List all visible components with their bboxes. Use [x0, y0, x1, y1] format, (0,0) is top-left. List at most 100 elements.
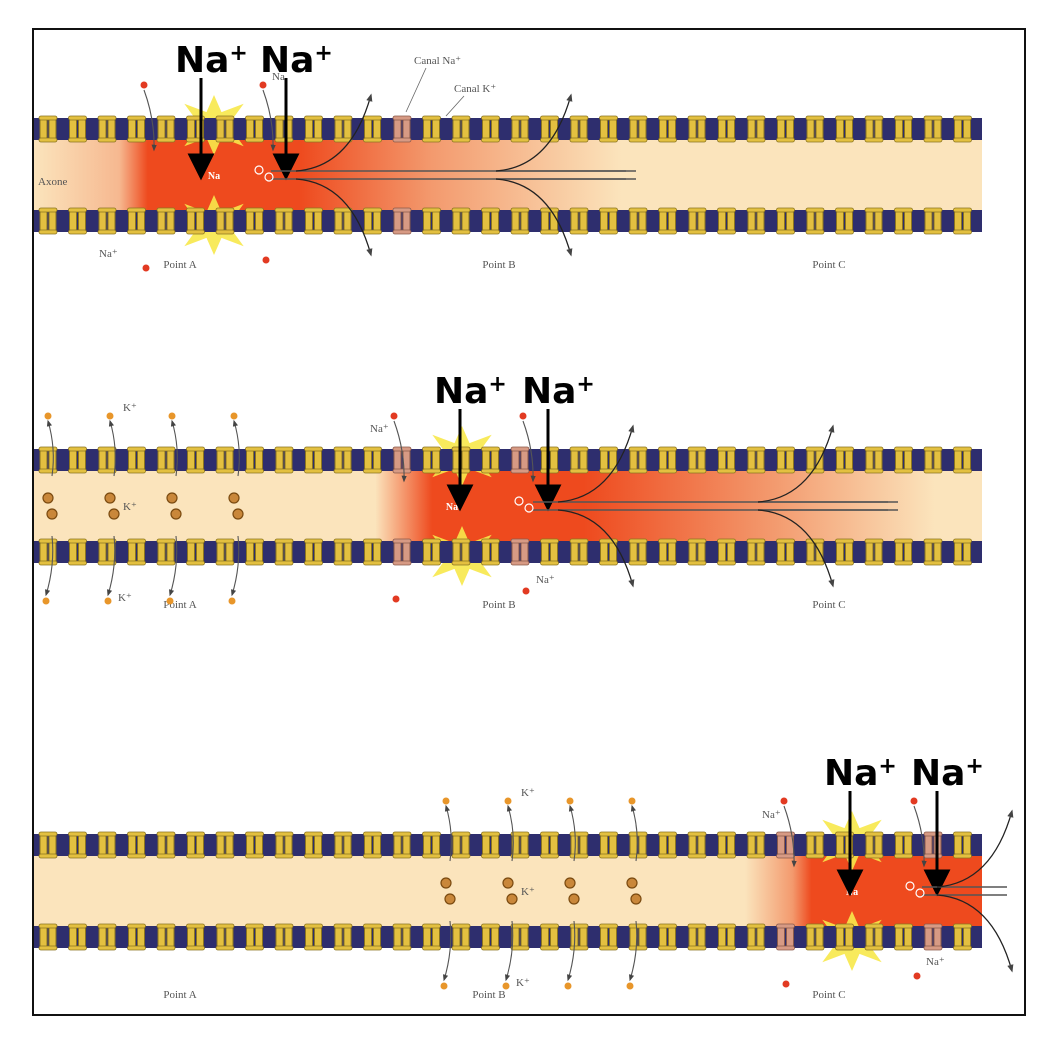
na-plus-label: Na+ — [911, 753, 984, 794]
k-channel-icon — [510, 923, 530, 951]
k-channel-icon — [923, 538, 943, 566]
lower-membrane — [34, 210, 982, 232]
inner-na-label: Na — [446, 502, 458, 513]
na-channel-icon — [923, 923, 943, 951]
k-channel-icon — [540, 831, 559, 859]
point-c-label: Point C — [812, 259, 845, 271]
k-channel-icon — [451, 923, 471, 951]
na-channel-icon — [776, 923, 795, 951]
k-channel-icon — [628, 831, 648, 859]
k-ion-inside — [108, 508, 120, 520]
k-ion-inside — [626, 877, 638, 889]
k-channel-icon — [68, 831, 87, 859]
k-channel-icon — [274, 446, 294, 474]
ion-flow-arrow — [567, 920, 576, 982]
k-channel-icon — [953, 923, 972, 951]
k-channel-icon — [245, 923, 264, 951]
k-channel-icon — [156, 207, 176, 235]
ion-flow-arrow — [630, 804, 638, 862]
k-ion-inside — [42, 492, 54, 504]
k-ion-inside — [46, 508, 58, 520]
point-a-label: Point A — [163, 259, 196, 271]
k-ion — [628, 797, 636, 805]
k-channel-icon — [68, 923, 87, 951]
k-channel-icon — [805, 538, 825, 566]
k-channel-icon — [422, 446, 441, 474]
na-ion — [910, 797, 918, 805]
k-channel-icon — [127, 446, 146, 474]
k-channel-icon — [363, 446, 382, 474]
k-channel-icon — [333, 923, 353, 951]
k-channel-icon — [333, 207, 353, 235]
k-channel-icon — [156, 831, 176, 859]
k-channel-icon — [363, 538, 382, 566]
k-channel-icon — [687, 538, 707, 566]
na-channel-icon — [510, 446, 530, 474]
k-channel-icon — [776, 538, 795, 566]
k-channel-icon — [599, 207, 618, 235]
upper-membrane — [34, 449, 982, 471]
k-channel-icon — [274, 923, 294, 951]
na-channel-icon — [392, 538, 412, 566]
point-a-label: Point A — [163, 989, 196, 1001]
k-ion-inside — [630, 893, 642, 905]
k-plus-label: K⁺ — [123, 402, 137, 414]
k-channel-icon — [864, 207, 884, 235]
k-channel-icon — [363, 923, 382, 951]
canal-k-leader — [445, 95, 465, 117]
k-channel-icon — [333, 538, 353, 566]
k-ion — [626, 982, 634, 990]
k-channel-icon — [186, 538, 205, 566]
na-ion-inside — [524, 503, 534, 513]
current-spread-arrow — [936, 809, 1014, 888]
k-channel-icon — [127, 923, 146, 951]
current-spread-arrow — [757, 509, 835, 588]
axon-interior — [34, 461, 982, 551]
k-channel-icon — [658, 446, 677, 474]
ion-flow-arrow — [783, 805, 797, 868]
k-channel-icon — [864, 115, 884, 143]
inner-na-label: Na — [208, 171, 220, 182]
axon-panel: Na Na+ Na+ Point A Point B Point C K⁺ K⁺ K⁺ Na⁺ Na… — [34, 753, 1014, 1001]
current-spread-arrow — [936, 894, 1014, 973]
k-channel-icon — [245, 446, 264, 474]
ion-flow-arrow — [568, 804, 576, 862]
k-channel-icon — [186, 446, 205, 474]
k-channel-icon — [776, 115, 795, 143]
current-spread-arrow — [757, 424, 835, 503]
current-spread-arrow — [557, 509, 635, 588]
k-channel-icon — [658, 923, 677, 951]
k-ion-inside — [166, 492, 178, 504]
k-channel-icon — [805, 115, 825, 143]
k-ion-inside — [232, 508, 244, 520]
k-channel-icon — [805, 923, 825, 951]
k-channel-icon — [569, 538, 589, 566]
k-channel-icon — [422, 115, 441, 143]
k-channel-icon — [156, 115, 176, 143]
k-channel-icon — [215, 207, 235, 235]
k-ion — [504, 797, 512, 805]
k-channel-icon — [835, 446, 854, 474]
k-channel-icon — [835, 923, 854, 951]
k-plus-label: K⁺ — [516, 977, 530, 989]
na-ion — [913, 972, 921, 980]
upper-membrane — [34, 834, 982, 856]
k-channel-icon — [628, 923, 648, 951]
k-channel-icon — [746, 115, 766, 143]
axone-label: Axone — [38, 176, 67, 188]
k-channel-icon — [333, 115, 353, 143]
point-b-label: Point B — [482, 599, 515, 611]
k-ion — [228, 597, 236, 605]
k-channel-icon — [599, 115, 618, 143]
k-ion-inside — [170, 508, 182, 520]
k-channel-icon — [304, 207, 323, 235]
na-ion — [140, 81, 148, 89]
k-channel-icon — [215, 923, 235, 951]
na-ion — [390, 412, 398, 420]
k-plus-label: K⁺ — [123, 501, 137, 513]
k-channel-icon — [186, 207, 205, 235]
na-ion — [522, 587, 530, 595]
k-channel-icon — [304, 538, 323, 566]
